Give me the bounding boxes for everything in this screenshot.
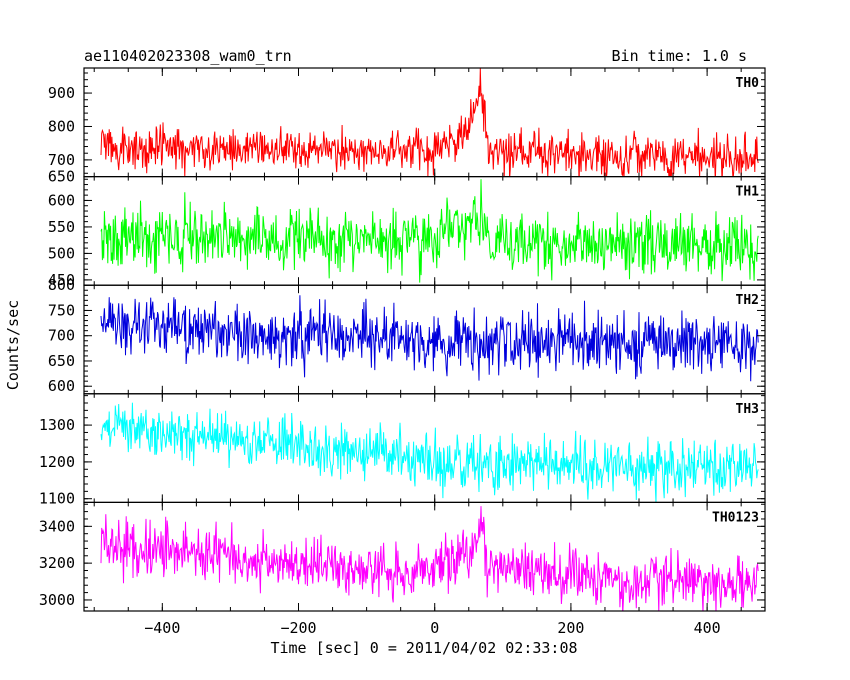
y-tick-label: 1100	[39, 490, 75, 508]
panel-th3: 1100 1200 1300 TH3	[39, 393, 766, 508]
series-label-th3: TH3	[736, 402, 759, 417]
series-line-th3	[100, 402, 759, 503]
y-tick-label: 650	[48, 352, 75, 370]
x-axis-label: Time [sec] 0 = 2011/04/02 02:33:08	[270, 639, 577, 657]
y-tick-label: 800	[48, 276, 75, 294]
x-tick-label: −400	[144, 619, 180, 637]
panel-frame	[83, 501, 766, 612]
panel-th0123: 3000 3200 3400 TH0123	[39, 501, 766, 612]
x-tick-label: 400	[694, 619, 721, 637]
y-tick-label: 3000	[39, 591, 75, 609]
x-tick-label: 0	[430, 619, 439, 637]
x-tick-label: −200	[280, 619, 316, 637]
chart-title: ae110402023308_wam0_trn	[84, 47, 292, 65]
panel-th1: 450 500 550 600 TH1	[48, 176, 766, 289]
y-tick-label: 800	[48, 117, 75, 135]
series-label-th0: TH0	[736, 76, 760, 91]
series-label-th0123: TH0123	[712, 510, 759, 525]
y-tick-label: 750	[48, 301, 75, 319]
y-tick-label: 700	[48, 327, 75, 345]
series-line-th0	[100, 68, 759, 177]
y-tick-label: 550	[48, 218, 75, 236]
y-tick-label: 600	[48, 377, 75, 395]
y-tick-label: 600	[48, 191, 75, 209]
y-tick-label: 700	[48, 151, 75, 169]
y-tick-label: 500	[48, 244, 75, 262]
y-tick-label: 450	[48, 271, 75, 289]
y-axis-label: Counts/sec	[4, 300, 22, 390]
series-label-th1: TH1	[736, 185, 760, 200]
panel-th2: 600 650 700 750 800 TH2	[48, 276, 766, 395]
x-axis-ticks: −400 −200 0 200 400	[144, 619, 720, 637]
x-tick-label: 200	[557, 619, 584, 637]
series-line-th0123	[100, 506, 759, 611]
bin-time-label: Bin time: 1.0 s	[612, 47, 747, 65]
y-tick-label: 1200	[39, 453, 75, 471]
y-tick-label: 650	[48, 168, 75, 186]
series-line-th1	[100, 179, 759, 283]
y-tick-label: 900	[48, 84, 75, 102]
y-tick-label: 3200	[39, 554, 75, 572]
series-label-th2: TH2	[736, 293, 759, 308]
series-line-th2	[100, 295, 759, 382]
y-tick-label: 1300	[39, 416, 75, 434]
y-tick-label: 3400	[39, 517, 75, 535]
